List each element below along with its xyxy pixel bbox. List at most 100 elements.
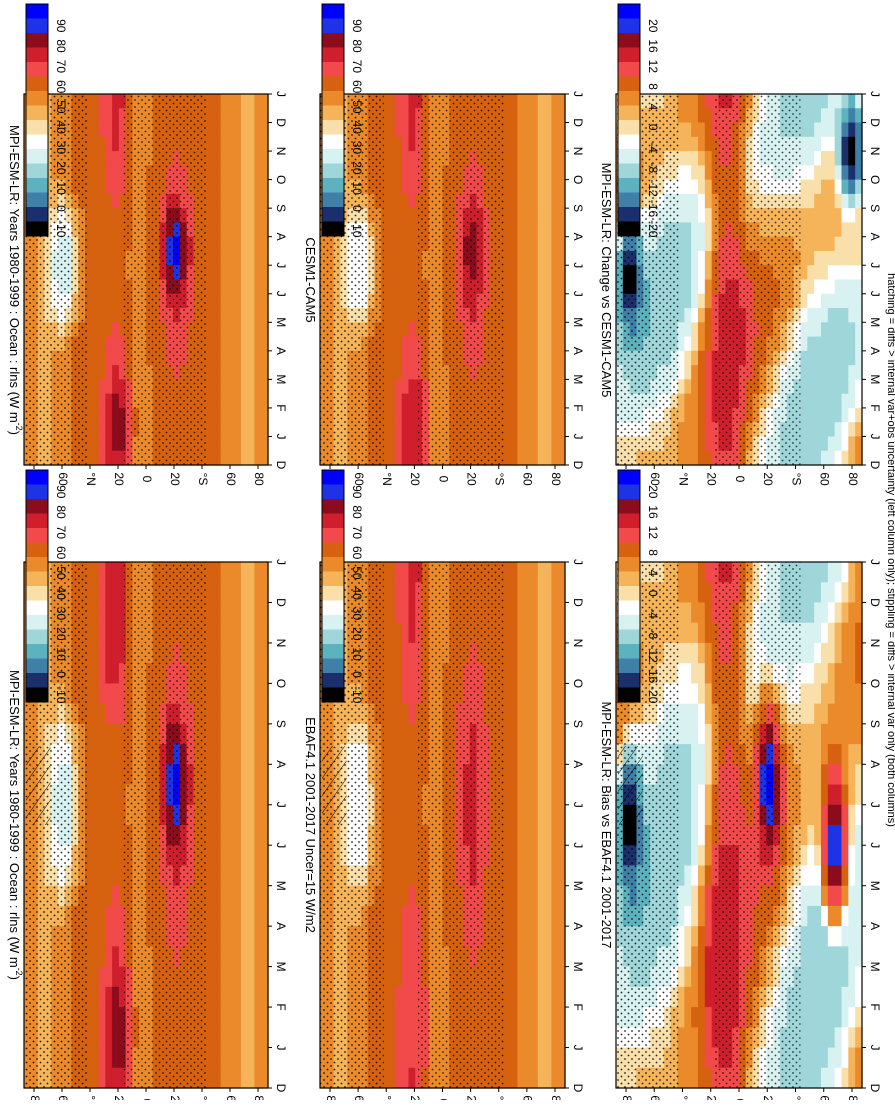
heatmap-cell [545,137,552,152]
heatmap-cell [511,365,518,380]
heatmap-cell [828,1007,835,1028]
heatmap-cell [92,94,99,109]
heatmap-cell [504,562,511,583]
heatmap-cell [92,322,99,337]
heatmap-cell [221,280,228,295]
heatmap-cell [227,744,234,765]
heatmap-cell [395,906,402,927]
heatmap-cell [524,562,531,583]
heatmap-cell [531,704,538,725]
heatmap-cell [511,137,518,152]
heatmap-cell [254,351,261,366]
heatmap-cell [395,308,402,323]
heatmap-cell [551,704,558,725]
heatmap-cell [551,337,558,352]
heatmap-cell [105,582,112,603]
lat-label: 60 [224,1095,238,1100]
heatmap-cell [105,151,112,166]
heatmap-cell [221,222,228,237]
heatmap-cell [92,180,99,195]
heatmap-cell [92,337,99,352]
heatmap-cell [545,451,552,466]
heatmap-cell [531,1068,538,1089]
heatmap-cell [402,582,409,603]
heatmap-cell [538,365,545,380]
heatmap-cell [254,643,261,664]
heatmap-cell [517,251,524,266]
heatmap-cell [408,251,415,266]
heatmap-cell [705,825,712,846]
heatmap-cell [848,764,855,785]
heatmap-cell [105,623,112,644]
month-label: D [274,461,288,470]
heatmap-cell [705,623,712,644]
heatmap-cell [408,94,415,109]
heatmap-cell [821,704,828,725]
heatmap-cell [504,94,511,109]
heatmap-cell [214,151,221,166]
heatmap-cell [254,165,261,180]
month-label: J [868,842,882,848]
stippling-tropics [418,562,504,1088]
heatmap-cell [234,379,241,394]
heatmap-cell [248,436,255,451]
heatmap-cell [234,94,241,109]
heatmap-cell [835,663,842,684]
heatmap-cell [254,562,261,583]
heatmap-cell [227,987,234,1008]
heatmap-cell [241,926,248,947]
heatmap-cell [545,764,552,785]
heatmap-cell [524,180,531,195]
heatmap-cell [248,165,255,180]
heatmap-cell [524,967,531,988]
month-label: D [274,118,288,127]
heatmap-cell [388,724,395,745]
heatmap-cell [92,394,99,409]
heatmap-cell [828,1027,835,1048]
heatmap-cell [254,408,261,423]
heatmap-cell [214,623,221,644]
heatmap-cell [524,394,531,409]
heatmap-cell [234,294,241,309]
month-label: A [571,233,585,241]
heatmap-cell [848,785,855,806]
heatmap-cell [545,237,552,252]
heatmap-cell [814,906,821,927]
heatmap-cell [234,946,241,967]
heatmap-cell [254,451,261,466]
panel-title: MPI-ESM-LR: Years 1980-1999 : Ocean : rl… [7,125,24,435]
heatmap-cell [511,308,518,323]
heatmap-cell [705,683,712,704]
heatmap-cell [227,422,234,437]
heatmap-cell [221,582,228,603]
heatmap-cell [524,663,531,684]
heatmap-cell [402,123,409,138]
heatmap-cell [207,946,214,967]
heatmap-cell [511,643,518,664]
heatmap-cell [105,825,112,846]
panel-row1-left: DJFMAMJJASONDJ8060°N20020°S6080MPI-ESM-L… [7,559,288,1100]
stippling-tropics [122,562,207,1088]
heatmap-cell [388,805,395,826]
heatmap-cell [388,108,395,123]
heatmap-cell [524,987,531,1008]
panel-title: CESM1-CAM5 [303,237,318,322]
heatmap-cell [545,805,552,826]
heatmap-cell [227,764,234,785]
heatmap-cell [112,623,119,644]
heatmap-cell [241,123,248,138]
heatmap-cell [105,94,112,109]
heatmap-cell [112,394,119,409]
heatmap-cell [821,602,828,623]
heatmap-cell [545,394,552,409]
heatmap-cell [99,886,106,907]
heatmap-cell [524,926,531,947]
heatmap-cell [504,683,511,704]
heatmap-cell [105,394,112,409]
month-label: J [571,802,585,808]
heatmap-cell [99,1027,106,1048]
heatmap-cell [99,137,106,152]
heatmap-cell [112,926,119,947]
heatmap-cell [221,337,228,352]
